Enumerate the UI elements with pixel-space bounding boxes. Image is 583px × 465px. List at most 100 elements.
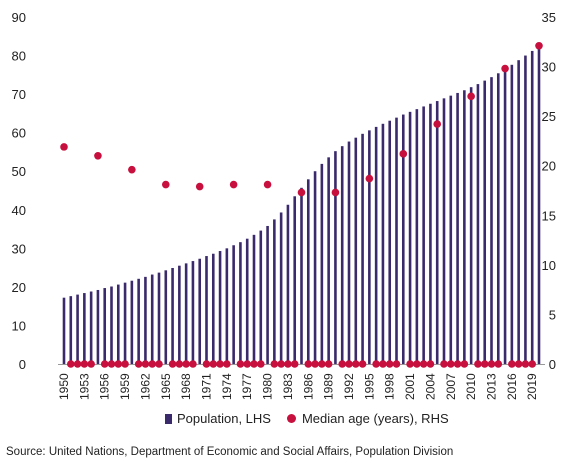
- median-age-swatch: [286, 414, 296, 423]
- population-bar: [150, 274, 154, 364]
- population-bar: [456, 92, 459, 365]
- population-median-age-chart: 0 10 20 30 40 50 60 70 80 90 0 5 10 15 20 25 30 35 1950 195…: [12, 10, 556, 400]
- median-age-point: [243, 360, 252, 368]
- median-age-point: [223, 360, 231, 368]
- population-bar: [442, 98, 446, 364]
- population-bar: [218, 251, 222, 364]
- population-bar: [503, 69, 507, 365]
- y-right-tick-label: 15: [542, 208, 556, 223]
- median-age-point: [304, 360, 313, 368]
- population-bar: [401, 114, 405, 364]
- median-age-point: [114, 360, 123, 368]
- x-tick-label: 1980: [261, 373, 275, 400]
- population-bar: [89, 291, 93, 364]
- y-left-tick-label: 80: [12, 49, 26, 64]
- population-bar: [62, 297, 66, 364]
- population-bar: [279, 212, 283, 364]
- median-age-point: [453, 360, 462, 368]
- population-bar: [347, 141, 351, 364]
- x-tick-label: 2010: [464, 373, 478, 400]
- population-bar: [130, 280, 134, 364]
- y-left-tick-label: 60: [12, 126, 26, 141]
- median-age-point: [399, 150, 408, 158]
- y-left-tick-label: 0: [19, 357, 26, 372]
- population-bar: [123, 282, 127, 364]
- median-age-point: [107, 360, 116, 368]
- median-age-point: [501, 64, 509, 73]
- population-bar: [306, 179, 310, 364]
- median-age-point: [256, 360, 265, 368]
- median-age-point: [460, 360, 469, 368]
- population-bar: [415, 109, 419, 364]
- population-bar: [191, 261, 195, 364]
- y-left-tick-label: 40: [12, 203, 26, 218]
- legend-item-population: Population, LHS: [165, 411, 271, 426]
- population-bar: [524, 55, 527, 365]
- median-age-point: [433, 120, 442, 128]
- median-age-point: [345, 360, 353, 368]
- median-age-point: [100, 360, 109, 368]
- median-age-point: [202, 360, 211, 368]
- median-age-point: [406, 360, 414, 368]
- median-age-point: [528, 360, 537, 368]
- median-age-point: [379, 360, 387, 368]
- median-age-point: [413, 360, 421, 368]
- population-bar: [76, 294, 79, 364]
- y-right-tick-label: 10: [542, 258, 556, 273]
- population-bar: [361, 133, 364, 364]
- legend: Population, LHS Median age (years), RHS: [165, 411, 465, 426]
- x-tick-label: 2007: [444, 373, 458, 400]
- median-age-point: [141, 360, 150, 368]
- population-bar: [103, 288, 107, 364]
- x-tick-label: 1968: [179, 373, 193, 400]
- median-age-point: [87, 360, 95, 368]
- population-bar: [320, 163, 324, 364]
- population-bar: [69, 296, 73, 364]
- median-age-point: [324, 360, 333, 368]
- x-tick-label: 1953: [77, 373, 91, 400]
- population-bar: [463, 90, 466, 364]
- x-tick-label: 1956: [98, 373, 112, 400]
- population-bar: [395, 117, 398, 364]
- median-age-point: [73, 360, 82, 368]
- x-tick-label: 1998: [383, 373, 397, 400]
- legend-median-age-label: Median age (years), RHS: [301, 411, 449, 426]
- y-left-tick-label: 30: [12, 241, 26, 256]
- median-age-point: [182, 360, 190, 368]
- x-tick-label: 2016: [505, 373, 519, 400]
- median-age-point: [311, 360, 319, 368]
- population-bar: [225, 248, 229, 364]
- population-bar: [388, 120, 392, 364]
- population-bar: [205, 256, 208, 364]
- y-left-tick-label: 50: [12, 164, 26, 179]
- x-tick-label: 1977: [240, 373, 254, 400]
- median-age-point: [365, 174, 374, 183]
- x-tick-label: 1995: [362, 373, 376, 400]
- median-age-point: [385, 360, 394, 368]
- x-tick-label: 1974: [220, 373, 234, 400]
- median-age-point: [419, 360, 428, 368]
- y-left-tick-label: 70: [12, 87, 26, 102]
- median-age-point: [338, 360, 347, 368]
- x-tick-label: 1962: [138, 373, 152, 400]
- median-age-point: [155, 360, 163, 368]
- y-right-tick-label: 20: [542, 159, 556, 174]
- median-age-point: [284, 360, 292, 368]
- population-bar: [476, 84, 480, 364]
- median-age-point: [508, 360, 516, 368]
- population-bar: [408, 111, 412, 364]
- x-tick-label: 2013: [485, 373, 499, 400]
- population-bar: [537, 46, 541, 365]
- population-bar: [96, 289, 100, 364]
- population-bar: [110, 286, 113, 364]
- median-age-point: [480, 360, 489, 368]
- median-age-point: [236, 360, 245, 368]
- median-age-point: [209, 360, 218, 368]
- x-tick-label: 1989: [322, 373, 336, 400]
- population-bar: [171, 267, 174, 364]
- population-bar: [422, 106, 425, 365]
- median-age-point: [161, 180, 170, 189]
- median-age-point: [297, 188, 306, 197]
- median-age-point: [331, 188, 340, 197]
- x-tick-label: 1992: [342, 373, 356, 400]
